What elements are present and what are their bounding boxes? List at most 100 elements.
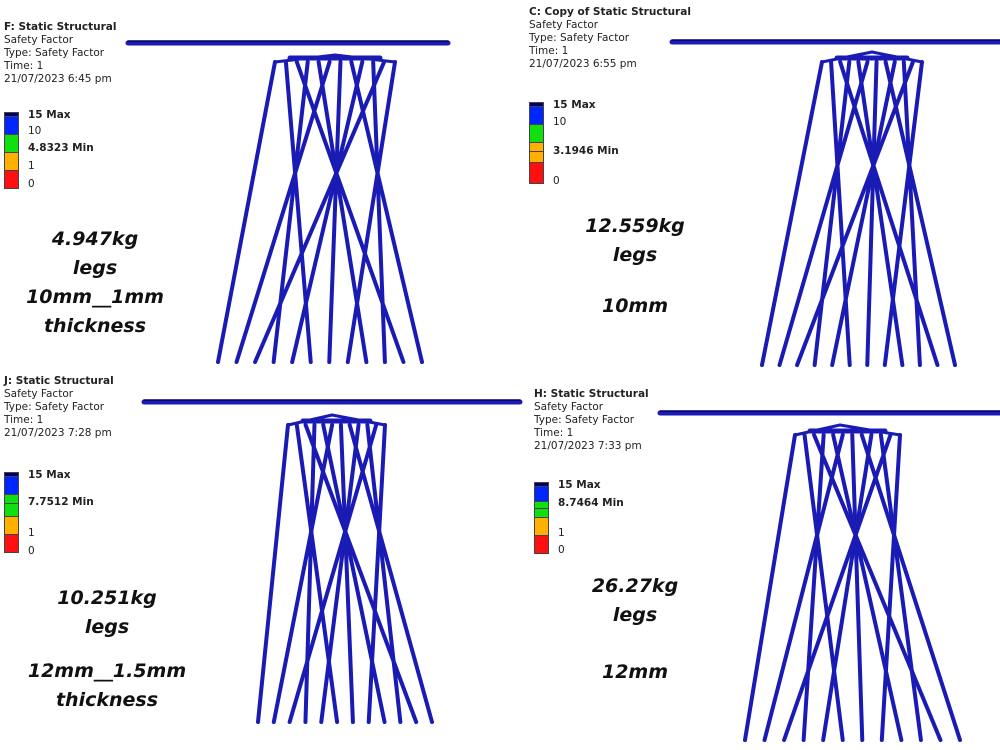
- result-time: Time: 1: [4, 60, 44, 72]
- analysis-title: F: Static Structural: [4, 21, 117, 33]
- legend-max: 15 Max: [553, 99, 596, 111]
- table-leg: [365, 423, 403, 724]
- legend-1: 1: [28, 527, 35, 539]
- analysis-title: C: Copy of Static Structural: [529, 6, 691, 18]
- table-leg: [821, 433, 874, 742]
- table-leg: [294, 60, 406, 364]
- table-leg: [303, 423, 419, 724]
- legend-min: 4.8323 Min: [28, 142, 94, 154]
- note-mass: 10.251kg: [57, 587, 157, 609]
- result-date: 21/07/2023 7:28 pm: [4, 427, 112, 439]
- table-leg: [216, 60, 277, 364]
- note-part: legs: [612, 604, 658, 626]
- note-part: legs: [72, 257, 118, 279]
- table-leg: [883, 60, 957, 367]
- table-leg: [347, 423, 434, 724]
- note-mass: 26.27kg: [591, 575, 679, 597]
- result-info: F: Static Structural Safety Factor Type:…: [4, 21, 244, 86]
- table-leg: [777, 60, 870, 367]
- legend-1: 1: [558, 527, 565, 539]
- table-leg: [294, 423, 340, 724]
- table-leg: [812, 60, 852, 367]
- table-leg: [371, 60, 387, 364]
- legend-max: 15 Max: [28, 109, 71, 121]
- table-leg: [878, 433, 923, 742]
- note-size: 12mm__1.5mm: [27, 660, 187, 682]
- result-type: Type: Safety Factor: [4, 401, 105, 413]
- panel-h: H: Static Structural Safety Factor Type:…: [530, 385, 1000, 745]
- result-info: H: Static Structural Safety Factor Type:…: [534, 388, 774, 453]
- table-leg: [271, 60, 310, 364]
- table-leg: [327, 60, 343, 364]
- legend-0: 0: [558, 544, 565, 556]
- table-leg: [801, 433, 826, 742]
- note-size: 10mm__1mm: [26, 286, 164, 308]
- table-leg: [321, 423, 387, 724]
- table-leg: [316, 60, 369, 364]
- result-info: J: Static Structural Safety Factor Type:…: [4, 375, 244, 440]
- table-leg: [760, 60, 824, 367]
- table-leg: [901, 60, 922, 367]
- note-size: 10mm: [601, 295, 669, 317]
- color-legend: 15 Max 8.7464 Min 1 0: [534, 479, 654, 572]
- color-legend: 15 Max 10 3.1946 Min 0: [529, 99, 649, 192]
- legend-1: 1: [28, 160, 35, 172]
- table-leg: [831, 433, 904, 742]
- color-legend: 15 Max 7.7512 Min 1 0: [4, 469, 124, 562]
- analysis-title: H: Static Structural: [534, 388, 649, 400]
- result-name: Safety Factor: [529, 19, 599, 31]
- table-leg: [349, 60, 424, 364]
- table-leg: [345, 60, 397, 364]
- color-legend: 15 Max 10 4.8323 Min 1 0: [4, 109, 124, 202]
- table-leg: [283, 60, 313, 364]
- table-leg: [812, 433, 943, 742]
- result-date: 21/07/2023 7:33 pm: [534, 440, 642, 452]
- panel-j: J: Static Structural Safety Factor Type:…: [0, 372, 470, 732]
- panel-f: F: Static Structural Safety Factor Type:…: [0, 0, 470, 360]
- note-size: 12mm: [601, 661, 669, 683]
- note-thickness: thickness: [55, 689, 159, 711]
- analysis-title: J: Static Structural: [4, 375, 114, 387]
- result-name: Safety Factor: [4, 34, 74, 46]
- table-leg: [865, 60, 879, 367]
- table-leg: [856, 60, 905, 367]
- note-mass: 4.947kg: [51, 228, 139, 250]
- result-time: Time: 1: [4, 414, 44, 426]
- note-part: legs: [612, 244, 658, 266]
- table-leg: [802, 433, 845, 742]
- table-leg: [879, 433, 902, 742]
- note-part: legs: [84, 616, 130, 638]
- table-leg: [256, 423, 290, 724]
- note-thickness: thickness: [43, 315, 147, 337]
- result-type: Type: Safety Factor: [534, 414, 635, 426]
- table-leg: [795, 60, 915, 367]
- result-info: C: Copy of Static Structural Safety Fact…: [529, 6, 769, 71]
- note-mass: 12.559kg: [585, 215, 685, 237]
- result-name: Safety Factor: [534, 401, 604, 413]
- table-leg: [782, 433, 893, 742]
- mass-note: 4.947kg legs 10mm__1mm thickness: [20, 225, 170, 341]
- legend-0: 0: [553, 175, 560, 187]
- result-time: Time: 1: [534, 427, 574, 439]
- table-leg: [838, 60, 940, 367]
- result-date: 21/07/2023 6:45 pm: [4, 73, 112, 85]
- legend-min: 7.7512 Min: [28, 496, 94, 508]
- result-type: Type: Safety Factor: [4, 47, 105, 59]
- panel-c: C: Copy of Static Structural Safety Fact…: [525, 0, 995, 360]
- legend-0: 0: [28, 178, 35, 190]
- mass-note: 12.559kg legs 10mm: [560, 212, 710, 321]
- legend-max: 15 Max: [558, 479, 601, 491]
- legend-10: 10: [553, 116, 567, 128]
- result-name: Safety Factor: [4, 388, 74, 400]
- table-leg: [859, 433, 962, 742]
- legend-min: 8.7464 Min: [558, 497, 624, 509]
- legend-10: 10: [28, 125, 42, 137]
- table-leg: [830, 60, 897, 367]
- table-leg: [743, 433, 797, 742]
- table-leg: [762, 433, 845, 742]
- mass-note: 10.251kg legs 12mm__1.5mm thickness: [22, 584, 192, 715]
- table-leg: [303, 423, 317, 724]
- table-leg: [338, 423, 355, 724]
- legend-min: 3.1946 Min: [553, 145, 619, 157]
